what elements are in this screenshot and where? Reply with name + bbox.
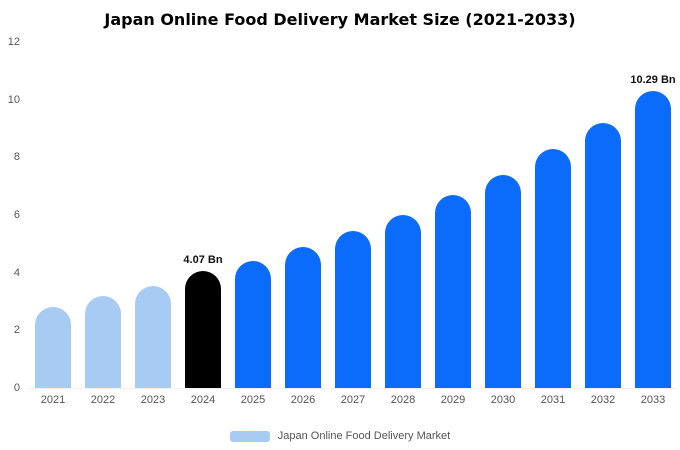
bar-2029 xyxy=(435,194,471,388)
bar-2032 xyxy=(585,122,621,388)
bar-2025 xyxy=(235,261,271,388)
bar-2026 xyxy=(285,246,321,388)
legend-label: Japan Online Food Delivery Market xyxy=(277,430,451,442)
bar-column-2028 xyxy=(378,42,428,388)
x-tick-label: 2028 xyxy=(390,394,416,406)
x-tick-label: 2032 xyxy=(590,394,616,406)
x-tick-label: 2033 xyxy=(640,394,666,406)
bar-2028 xyxy=(385,215,421,388)
x-tick-label: 2021 xyxy=(40,394,66,406)
bar-2033 xyxy=(635,91,671,388)
bar-2022 xyxy=(85,295,121,388)
x-tick-label: 2030 xyxy=(490,394,516,406)
bar-2023 xyxy=(135,285,171,388)
y-tick-label: 0 xyxy=(13,382,20,394)
bar-column-2022 xyxy=(78,42,128,388)
y-tick-label: 8 xyxy=(13,151,20,164)
x-tick-label: 2024 xyxy=(190,394,216,406)
x-axis: 2021 2022 2023 2024 2025 2026 2027 2028 2029 2030… xyxy=(28,394,678,406)
bar-column-2025 xyxy=(228,42,278,388)
bar-column-2023 xyxy=(128,42,178,388)
bar-2027 xyxy=(335,230,371,388)
y-tick-label: 6 xyxy=(13,209,20,221)
x-tick-label: 2026 xyxy=(290,394,316,406)
bar-2021 xyxy=(35,307,71,388)
y-axis: 0 2 4 6 8 10 12 xyxy=(2,36,20,394)
plot-area: 4.07 Bn 10.29 Bn xyxy=(28,42,678,389)
bar-column-2026 xyxy=(278,42,328,388)
legend-swatch xyxy=(229,430,270,442)
bar-column-2031 xyxy=(528,42,578,388)
bar-column-2027 xyxy=(328,42,378,388)
x-tick-label: 2022 xyxy=(90,394,116,406)
bar-2030 xyxy=(485,174,521,388)
legend: Japan Online Food Delivery Market xyxy=(0,430,680,442)
bar-column-2032 xyxy=(578,42,628,388)
y-tick-label: 12 xyxy=(7,36,20,48)
chart-title: Japan Online Food Delivery Market Size (… xyxy=(104,10,576,29)
x-tick-label: 2031 xyxy=(540,394,566,406)
bar-2031 xyxy=(535,148,571,388)
x-tick-label: 2027 xyxy=(340,394,366,406)
bar-column-2021 xyxy=(28,42,78,388)
y-tick-label: 4 xyxy=(13,266,20,279)
bar-2024 xyxy=(185,270,221,388)
x-tick-label: 2029 xyxy=(440,394,466,406)
x-tick-label: 2023 xyxy=(140,394,166,406)
bar-column-2024: 4.07 Bn xyxy=(178,42,228,388)
bar-column-2029 xyxy=(428,42,478,388)
bar-value-label: 4.07 Bn xyxy=(183,253,223,266)
y-tick-label: 10 xyxy=(7,93,20,106)
y-tick-label: 2 xyxy=(13,324,20,337)
x-tick-label: 2025 xyxy=(240,394,266,406)
bar-value-label: 10.29 Bn xyxy=(630,74,676,87)
bar-column-2033: 10.29 Bn xyxy=(628,42,678,388)
bar-column-2030 xyxy=(478,42,528,388)
